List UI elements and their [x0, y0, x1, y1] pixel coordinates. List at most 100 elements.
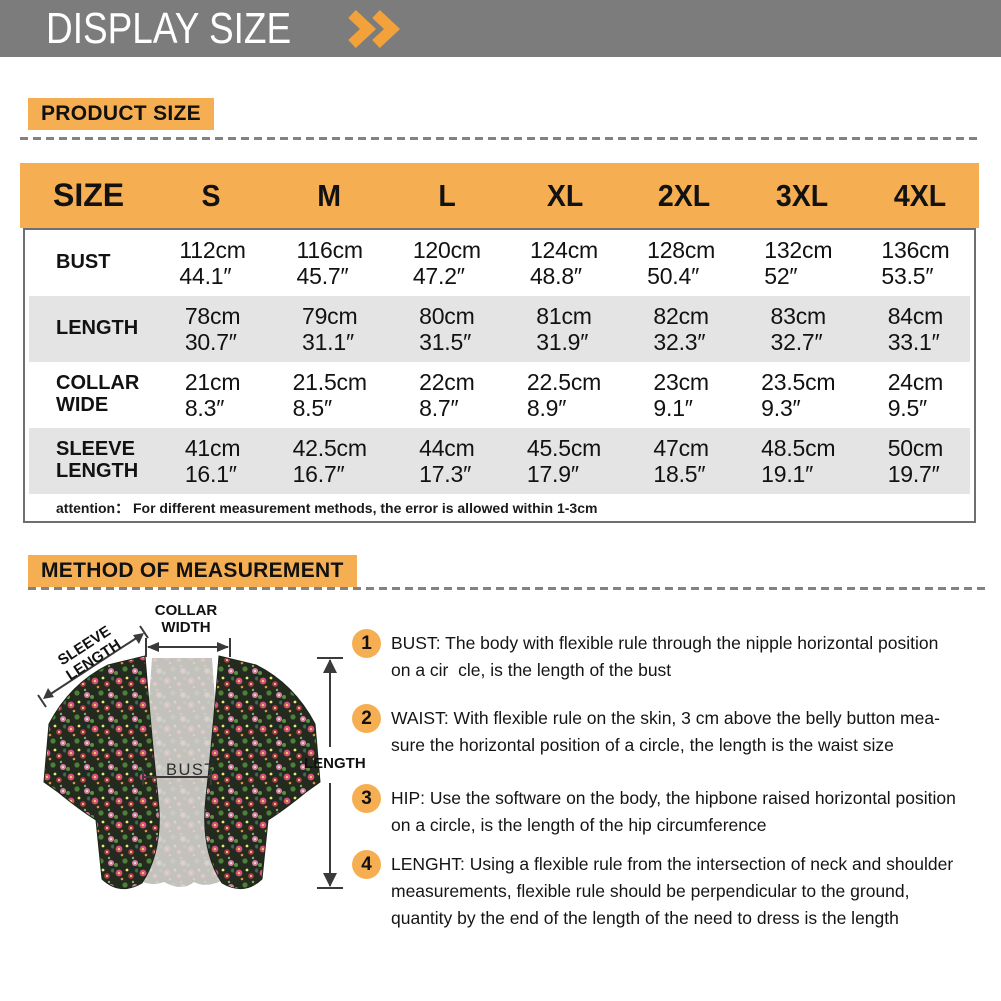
size-table-body: BUST 112cm 44.1″ 116cm 45.7″ 120cm 47.2″ 124…: [23, 228, 976, 523]
size-value: 136cm 53.5″: [881, 236, 950, 289]
size-value-cell: 82cm 32.3″: [623, 303, 740, 355]
measurement-item-4: 4 LENGHT: Using a flexible rule from the …: [352, 850, 1000, 932]
size-value-cell: 45.5cm 17.9″: [505, 435, 622, 487]
measurement-diagram: COLLAR WIDTH SLEEVE LENGTH LENGTH BUST: [20, 595, 366, 915]
size-value: 83cm 32.7″: [770, 302, 827, 355]
size-value: 22.5cm 8.9″: [526, 368, 602, 421]
size-value-cell: 41cm 16.1″: [154, 435, 271, 487]
measurement-item-text: BUST: The body with flexible rule throug…: [391, 633, 939, 680]
size-value-cell: 42.5cm 16.7″: [271, 435, 388, 487]
size-value: 128cm 50.4″: [647, 236, 716, 289]
table-row-length: LENGTH 78cm 30.7″ 79cm 31.1″ 80cm 31.5″ 81cm…: [25, 296, 974, 362]
dashed-divider-top: [20, 137, 981, 140]
size-value-cell: 50cm 19.7″: [857, 435, 974, 487]
size-value: 24cm 9.5″: [887, 368, 944, 421]
size-value-cell: 21cm 8.3″: [154, 369, 271, 421]
size-value: 84cm 33.1″: [887, 302, 944, 355]
size-value: 23cm 9.1″: [653, 368, 709, 421]
size-value: 44cm 17.3″: [419, 434, 475, 487]
size-value: 21cm 8.3″: [184, 368, 241, 421]
measurement-arrows: [37, 625, 343, 889]
dashed-divider-method: [28, 587, 985, 590]
size-value-cell: 136cm 53.5″: [857, 237, 974, 289]
size-value-cell: 83cm 32.7″: [740, 303, 857, 355]
garment-right-panel: [204, 655, 321, 890]
size-value-cell: 78cm 30.7″: [154, 303, 271, 355]
bust-label: BUST: [166, 761, 217, 779]
size-value: 23.5cm 9.3″: [761, 368, 836, 421]
garment-illustration: [43, 655, 321, 890]
column-header-xl: XL: [547, 177, 584, 213]
double-chevron-icon: [348, 9, 400, 48]
size-value-cell: 84cm 33.1″: [857, 303, 974, 355]
size-value: 82cm 32.3″: [653, 302, 709, 355]
garment-left-panel: [43, 655, 160, 890]
column-header-2xl: 2XL: [657, 177, 710, 213]
size-value-cell: 124cm 48.8″: [505, 237, 622, 289]
size-value-cell: 24cm 9.5″: [857, 369, 974, 421]
header-bar: DISPLAY SIZE: [0, 0, 1001, 57]
size-value: 120cm 47.2″: [412, 236, 481, 289]
size-value-cell: 21.5cm 8.5″: [271, 369, 388, 421]
size-value-cell: 23.5cm 9.3″: [740, 369, 857, 421]
measurement-item-text: WAIST: With flexible rule on the skin, 3…: [391, 708, 940, 755]
row-label: LENGTH: [56, 317, 139, 340]
size-value-cell: 120cm 47.2″: [388, 237, 505, 289]
measurement-item-3: 3 HIP: Use the software on the body, the …: [352, 784, 1000, 839]
table-row-sleeve-length: SLEEVE LENGTH 41cm 16.1″ 42.5cm 16.7″ 44cm …: [25, 428, 974, 494]
measurement-item-1: 1 BUST: The body with flexible rule throu…: [352, 629, 1000, 684]
measurement-item-2: 2 WAIST: With flexible rule on the skin, …: [352, 704, 1000, 759]
column-header-size: SIZE: [53, 177, 125, 213]
column-header-l: L: [438, 177, 457, 213]
size-value-cell: 23cm 9.1″: [623, 369, 740, 421]
page-title: DISPLAY SIZE: [46, 3, 292, 53]
measurement-item-text: LENGHT: Using a flexible rule from the i…: [391, 854, 954, 928]
column-header-m: M: [317, 177, 342, 213]
size-table: SIZE S M L XL 2XL 3XL 4XL BUST 112cm 44.1″ 116cm …: [20, 163, 979, 523]
size-value-cell: 80cm 31.5″: [388, 303, 505, 355]
size-table-header-row: SIZE S M L XL 2XL 3XL 4XL: [20, 163, 979, 228]
size-value-cell: 22cm 8.7″: [388, 369, 505, 421]
size-value-cell: 128cm 50.4″: [623, 237, 740, 289]
size-value: 112cm 44.1″: [179, 236, 246, 289]
row-label: BUST: [56, 251, 111, 274]
size-value: 21.5cm 8.5″: [292, 368, 367, 421]
size-value-cell: 116cm 45.7″: [271, 237, 388, 289]
size-value-cell: 79cm 31.1″: [271, 303, 388, 355]
method-of-measurement-label: METHOD OF MEASUREMENT: [28, 555, 357, 587]
collar-width-label: COLLAR WIDTH: [154, 602, 218, 636]
table-row-bust: BUST 112cm 44.1″ 116cm 45.7″ 120cm 47.2″ 124…: [25, 230, 974, 296]
column-header-s: S: [201, 177, 221, 213]
size-value-cell: 48.5cm 19.1″: [740, 435, 857, 487]
size-value-cell: 44cm 17.3″: [388, 435, 505, 487]
size-value: 116cm 45.7″: [296, 236, 364, 289]
column-header-3xl: 3XL: [775, 177, 828, 213]
size-value: 45.5cm 17.9″: [526, 434, 602, 487]
length-label: LENGTH: [304, 755, 366, 772]
product-size-label: PRODUCT SIZE: [28, 98, 214, 130]
attention-note: attention： For different measurement met…: [56, 499, 598, 516]
column-header-4xl: 4XL: [893, 177, 947, 213]
size-value-cell: 22.5cm 8.9″: [505, 369, 622, 421]
size-value: 124cm 48.8″: [529, 236, 599, 289]
size-value: 50cm 19.7″: [887, 434, 944, 487]
size-value: 81cm 31.9″: [536, 302, 592, 355]
table-row-collar-wide: COLLAR WIDE 21cm 8.3″ 21.5cm 8.5″ 22cm 8.7″…: [25, 362, 974, 428]
size-value-cell: 47cm 18.5″: [623, 435, 740, 487]
size-value-cell: 81cm 31.9″: [505, 303, 622, 355]
size-value: 47cm 18.5″: [653, 434, 709, 487]
size-value: 79cm 31.1″: [301, 302, 358, 355]
size-value: 41cm 16.1″: [184, 434, 241, 487]
row-label: SLEEVE LENGTH: [56, 438, 139, 482]
size-value-cell: 132cm 52″: [740, 237, 857, 289]
measurement-item-text: HIP: Use the software on the body, the h…: [391, 788, 956, 835]
size-value: 80cm 31.5″: [419, 302, 475, 355]
size-value-cell: 112cm 44.1″: [154, 237, 271, 289]
size-value: 42.5cm 16.7″: [292, 434, 367, 487]
row-label: COLLAR WIDE: [56, 372, 140, 416]
size-value: 78cm 30.7″: [184, 302, 241, 355]
size-value: 132cm 52″: [764, 236, 833, 289]
size-value: 22cm 8.7″: [419, 368, 475, 421]
size-value: 48.5cm 19.1″: [761, 434, 836, 487]
